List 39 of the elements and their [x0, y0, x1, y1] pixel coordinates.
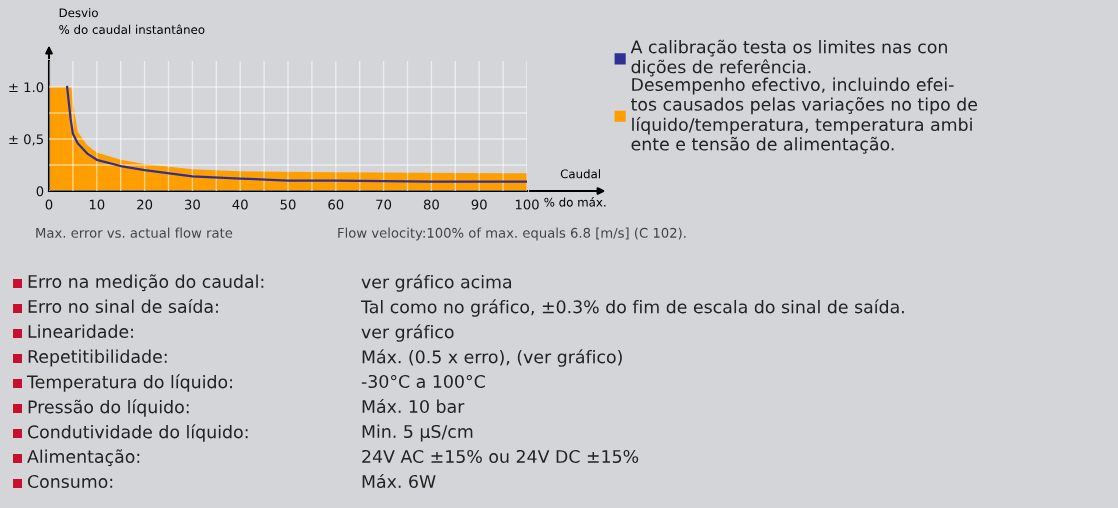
x-tick-label: 50 [280, 199, 296, 210]
text: Linearidade: [28, 324, 133, 339]
x-tick-label: 100 [515, 199, 539, 210]
y-tick-label: ± 1.0 [9, 82, 44, 93]
x-tick-label: 90 [471, 199, 487, 210]
text: Tal como no gráfico, ±0.3% do fim de escala do sinal de saída. [360, 299, 904, 317]
text: % do máx. [544, 197, 606, 207]
text: Condutividade do líquido: [27, 424, 248, 442]
y-tick-label: ± 0,5 [9, 134, 43, 146]
text: Min. 5 µS/cm [362, 424, 473, 442]
text: Máx. 10 bar [362, 398, 465, 414]
x-tick-label: 20 [137, 199, 153, 210]
x-tick-label: 30 [185, 199, 200, 210]
y-axis-title: Desvio % do caudal instantâneo [59, 8, 205, 35]
x-tick-label: 80 [423, 199, 439, 210]
text: Alimentação: [27, 449, 140, 467]
text: ver gráfico acima [361, 274, 512, 292]
text: Flow velocity:100% of max. equals 6.8 [m/s] (C 102). [338, 227, 686, 241]
legend-label: Desempenho efectivo, incluindo efei- tos causados pelas variações no tipo de líquido/temperatura, temperatura ambi ente e tensão de alimentação. [631, 77, 977, 154]
x-tick-label: 60 [328, 199, 344, 210]
x-tick-label: 40 [232, 199, 248, 210]
text: Pressão do líquido: [28, 399, 189, 417]
text: Máx. (0.5 x erro), (ver gráfico) [362, 349, 622, 367]
text: Repetitibilidade: [28, 349, 167, 367]
legend-label: A calibração testa os limites nas con dições de referência. [630, 39, 947, 77]
x-tick-label: 70 [376, 199, 392, 210]
text: Max. error vs. actual flow rate [36, 227, 233, 238]
x-tick-label: 10 [89, 199, 105, 210]
text: -30°C a 100°C [361, 374, 485, 389]
text: Consumo: [27, 474, 113, 489]
text: Temperatura do líquido: [26, 374, 232, 392]
text: ver gráfico [361, 324, 454, 342]
x-axis-title: Caudal [560, 169, 600, 179]
text: Erro na medição do caudal: [28, 274, 264, 292]
text: Máx. 6W [362, 473, 436, 489]
y-tick-label: 0 [36, 186, 44, 197]
x-tick-label: 0 [45, 199, 53, 210]
text: 24V AC ±15% ou 24V DC ±15% [362, 449, 639, 464]
text: Erro no sinal de saída: [28, 298, 218, 314]
